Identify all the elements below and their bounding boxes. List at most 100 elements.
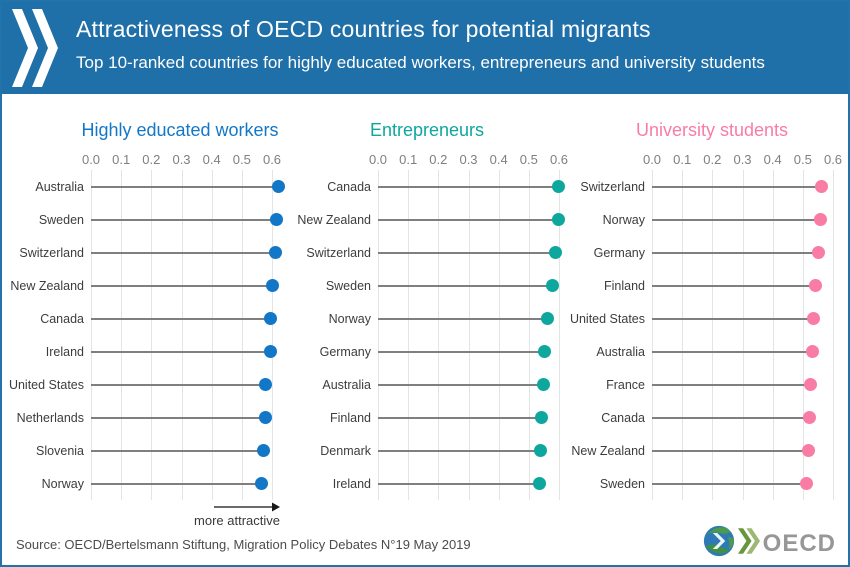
data-point-dot [812, 246, 826, 259]
data-point-dot [258, 378, 272, 391]
lollipop-stem [652, 317, 814, 320]
axis-tick-label: 0.2 [429, 152, 448, 167]
data-point-dot [548, 246, 562, 259]
axis-tick-label: 0.4 [202, 152, 221, 167]
chart-title: Highly educated workers [81, 120, 279, 140]
chart-row: Norway [329, 302, 559, 335]
country-label: New Zealand [571, 443, 645, 458]
chart-row: France [606, 368, 833, 401]
lollipop-stem [378, 416, 542, 419]
lollipop-stem [652, 350, 813, 353]
country-label: Germany [319, 344, 371, 359]
country-label: Ireland [332, 476, 371, 491]
lollipop-stem [91, 416, 266, 419]
country-label: Finland [604, 278, 645, 293]
axis-tick-label: 0.1 [112, 152, 131, 167]
right-arrow-icon [214, 502, 280, 512]
x-axis: 0.0 0.1 0.2 0.3 0.4 0.5 0.6 [82, 152, 281, 168]
gridline [712, 170, 714, 500]
gridline [91, 170, 92, 500]
header-banner: Attractiveness of OECD countries for pot… [2, 2, 848, 94]
country-label: Australia [322, 377, 371, 392]
lollipop-stem [91, 383, 266, 386]
axis-tick-label: 0.6 [262, 152, 282, 167]
gridline [772, 170, 774, 500]
gridline [378, 170, 379, 500]
gridline [211, 170, 213, 500]
lollipop-stem [652, 251, 819, 254]
lollipop-stem [91, 449, 264, 452]
lollipop-stem [378, 284, 553, 287]
data-point-dot [533, 477, 547, 490]
more-attractive-label: more attractive [194, 513, 280, 528]
lollipop-stem [652, 284, 816, 287]
lollipop-stem [652, 449, 809, 452]
axis-tick-label: 0.6 [549, 152, 569, 167]
country-label: Sweden [38, 212, 84, 227]
gridline [151, 170, 153, 500]
axis-tick-label: 0.0 [81, 152, 101, 167]
gridline [559, 170, 560, 500]
data-point-dot [799, 477, 813, 490]
lollipop-stem [378, 218, 559, 221]
x-axis: 0.0 0.1 0.2 0.3 0.4 0.5 0.6 [643, 152, 842, 168]
data-point-dot [258, 411, 272, 424]
country-label: France [606, 377, 645, 392]
data-point-dot [801, 444, 815, 457]
data-point-dot [807, 312, 821, 325]
axis-tick-label: 0.1 [673, 152, 692, 167]
page-subtitle: Top 10-ranked countries for highly educa… [76, 53, 765, 72]
plot-area: Canada New Zealand Switzerland Sweden Norway… [297, 170, 565, 500]
chart-title: University students [635, 120, 789, 140]
gridline [802, 170, 804, 500]
lollipop-stem [378, 449, 541, 452]
chart-row: Canada [327, 170, 565, 203]
source-text: Source: OECD/Bertelsmann Stiftung, Migra… [16, 537, 471, 552]
oecd-logo: OECD [703, 525, 836, 562]
country-label: Denmark [320, 443, 371, 458]
data-point-dot [257, 444, 271, 457]
data-point-dot [803, 378, 817, 391]
chart-row: Switzerland [306, 236, 562, 269]
country-label: Netherlands [16, 410, 84, 425]
chart-title: Entrepreneurs [369, 120, 485, 140]
country-label: Ireland [45, 344, 84, 359]
axis-tick-label: 0.1 [399, 152, 418, 167]
data-point-dot [264, 312, 278, 325]
country-label: United States [569, 311, 645, 326]
chart-row: New Zealand [10, 269, 279, 302]
country-label: Switzerland [306, 245, 371, 260]
chart-row: United States [9, 368, 272, 401]
axis-tick-label: 0.3 [733, 152, 752, 167]
chart-row: Germany [594, 236, 833, 269]
country-label: Canada [40, 311, 84, 326]
country-label: United States [8, 377, 84, 392]
plot-area: Switzerland Norway Germany Finland United St… [570, 170, 834, 500]
chart-row: Finland [604, 269, 833, 302]
oecd-chevrons-icon [737, 526, 760, 561]
x-axis: 0.0 0.1 0.2 0.3 0.4 0.5 0.6 [369, 152, 568, 168]
axis-tick-label: 0.4 [763, 152, 782, 167]
gridline [408, 170, 410, 500]
axis-tick-label: 0.6 [823, 152, 843, 167]
lollipop-stem [91, 251, 276, 254]
gridline [241, 170, 243, 500]
axis-tick-label: 0.2 [142, 152, 161, 167]
chart-row: Canada [601, 401, 833, 434]
data-point-dot [268, 246, 282, 259]
data-point-dot [551, 213, 565, 226]
country-label: New Zealand [10, 278, 84, 293]
data-point-dot [805, 345, 819, 358]
country-label: Australia [35, 179, 84, 194]
chart-row: Sweden [326, 269, 560, 302]
gridline [468, 170, 470, 500]
lollipop-stem [91, 482, 262, 485]
lollipop-stem [652, 416, 810, 419]
lollipop-stem [652, 482, 807, 485]
axis-tick-label: 0.0 [642, 152, 662, 167]
lollipop-stem [652, 383, 811, 386]
country-label: Germany [593, 245, 645, 260]
data-point-dot [809, 279, 822, 292]
data-point-dot [802, 411, 816, 424]
lollipop-stem [91, 317, 271, 320]
